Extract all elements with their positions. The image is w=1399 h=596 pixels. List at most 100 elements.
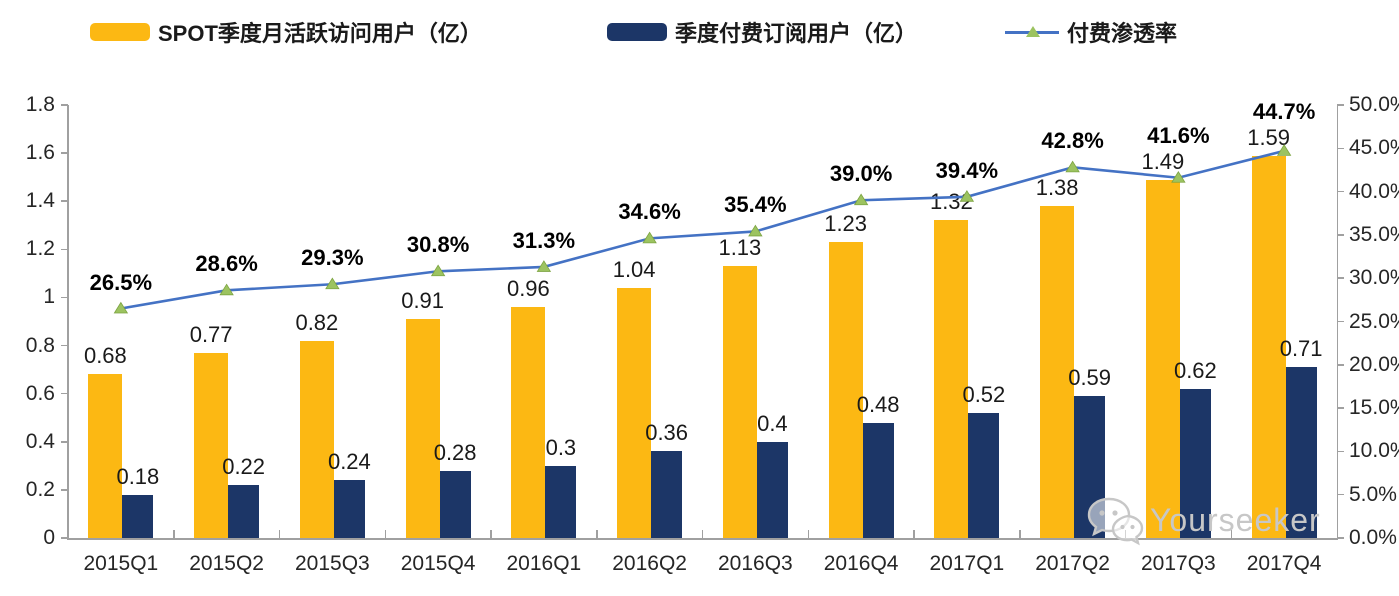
left-axis-tick — [61, 537, 68, 539]
line-point-label: 39.4% — [935, 157, 999, 183]
x-axis-label: 2016Q2 — [612, 552, 687, 575]
line-point-label: 30.8% — [406, 232, 470, 258]
triangle-marker-icon — [853, 193, 869, 206]
left-axis-tick — [61, 104, 68, 106]
x-axis-label: 2016Q4 — [823, 552, 899, 575]
right-axis-tick — [1337, 407, 1344, 409]
category-boundary-tick — [1230, 530, 1232, 538]
bar-mau — [722, 266, 757, 538]
bar-label-mau: 1.38 — [1035, 175, 1079, 201]
bar-mau — [828, 242, 863, 538]
left-axis-tick — [61, 152, 68, 154]
right-axis-tick-label: 10.0% — [1349, 439, 1399, 463]
line-point-label: 42.8% — [1041, 128, 1104, 154]
bar-label-mau: 0.68 — [83, 343, 127, 369]
bar-mau — [617, 287, 652, 538]
left-axis-tick — [61, 392, 68, 395]
right-axis-tick-label: 50.0% — [1349, 93, 1399, 116]
right-axis-tick-label: 15.0% — [1349, 396, 1399, 420]
bar-label-subscribers: 0.28 — [433, 439, 477, 465]
bar-mau — [511, 307, 546, 538]
bar-label-mau: 1.49 — [1141, 148, 1185, 174]
line-point-label: 44.7% — [1252, 98, 1316, 124]
x-axis-label: 2017Q3 — [1141, 552, 1216, 575]
left-axis-tick — [61, 296, 68, 299]
right-axis-tick-label: 30.0% — [1349, 266, 1399, 290]
legend-label-subscribers: 季度付费订阅用户（亿） — [675, 21, 918, 46]
right-axis-tick-label: 45.0% — [1349, 136, 1399, 160]
mau-bar-swatch-icon — [90, 23, 150, 41]
left-axis-tick — [61, 248, 68, 251]
bar-label-subscribers: 0.71 — [1279, 336, 1323, 362]
x-axis-label: 2016Q3 — [718, 552, 793, 575]
category-boundary-tick — [1019, 530, 1021, 538]
category-boundary-tick — [596, 530, 598, 538]
x-axis-label: 2016Q1 — [506, 552, 582, 575]
category-boundary-tick — [807, 530, 809, 538]
legend-label-mau: SPOT季度月活跃访问用户（亿） — [158, 21, 482, 46]
left-axis-tick-label: 0.6 — [25, 381, 55, 405]
bar-label-subscribers: 0.59 — [1068, 365, 1112, 391]
x-axis-label: 2015Q3 — [295, 552, 370, 575]
left-axis-tick-label: 1 — [43, 285, 55, 309]
bar-label-mau: 1.59 — [1247, 124, 1291, 150]
bar-subscribers — [756, 441, 788, 538]
line-point-label: 29.3% — [301, 245, 364, 271]
right-axis-tick — [1337, 320, 1344, 323]
category-boundary-tick — [490, 530, 492, 538]
left-axis-tick — [61, 200, 68, 202]
line-point-label: 34.6% — [618, 199, 681, 225]
x-axis-label: 2017Q2 — [1035, 552, 1110, 575]
right-axis-tick — [1337, 364, 1344, 366]
bar-mau — [405, 319, 440, 538]
bar-mau — [934, 220, 969, 538]
right-axis-tick-label: 35.0% — [1349, 222, 1399, 246]
line-point-label: 31.3% — [512, 227, 576, 253]
left-axis-tick — [61, 441, 68, 443]
right-axis-tick — [1337, 277, 1344, 279]
triangle-marker-icon — [1065, 160, 1080, 173]
right-axis-tick — [1337, 493, 1344, 496]
bar-label-mau: 0.82 — [295, 309, 339, 335]
line-point-label: 26.5% — [89, 269, 153, 295]
triangle-marker-icon — [113, 301, 129, 314]
bar-label-subscribers: 0.62 — [1173, 357, 1217, 383]
left-axis-tick — [61, 489, 68, 491]
bar-label-mau: 1.04 — [612, 256, 656, 282]
right-axis-tick — [1337, 147, 1344, 150]
bar-label-subscribers: 0.18 — [116, 463, 160, 489]
bar-label-mau: 1.13 — [718, 235, 762, 261]
bar-label-subscribers: 0.36 — [645, 420, 689, 446]
bar-mau — [194, 352, 229, 538]
right-axis-tick — [1337, 537, 1344, 539]
right-axis-tick — [1337, 104, 1344, 106]
bar-label-subscribers: 0.22 — [222, 454, 266, 480]
bottom-axis-line — [67, 538, 1338, 540]
left-axis-tick-label: 1.2 — [25, 237, 55, 261]
category-boundary-tick — [173, 530, 175, 538]
right-axis-tick-label: 25.0% — [1349, 309, 1399, 333]
bar-subscribers — [862, 422, 894, 538]
left-axis-tick — [61, 344, 68, 347]
legend-item-subscribers: 季度付费订阅用户（亿） — [607, 18, 917, 46]
penetration-line-swatch-icon — [1005, 23, 1059, 41]
triangle-marker-icon — [219, 283, 234, 296]
bar-subscribers — [1179, 388, 1211, 538]
right-axis-tick-label: 20.0% — [1349, 352, 1399, 376]
right-axis-tick-label: 40.0% — [1349, 179, 1399, 203]
legend-item-mau: SPOT季度月活跃访问用户（亿） — [90, 18, 482, 46]
x-axis-label: 2015Q2 — [189, 552, 264, 575]
category-boundary-tick — [913, 530, 915, 538]
right-axis-tick — [1337, 450, 1344, 453]
bar-label-subscribers: 0.24 — [327, 449, 371, 475]
x-axis-label: 2015Q4 — [400, 552, 476, 575]
subscribers-bar-swatch-icon — [607, 23, 667, 41]
legend-item-penetration: 付费渗透率 — [1005, 18, 1177, 46]
triangle-marker-icon — [536, 260, 552, 272]
right-axis-tick-label: 5.0% — [1349, 482, 1397, 506]
triangle-marker-icon — [325, 277, 340, 290]
legend-label-penetration: 付费渗透率 — [1067, 21, 1178, 46]
bar-subscribers — [651, 451, 683, 538]
left-axis-tick-label: 0.4 — [25, 429, 55, 453]
left-axis-tick-label: 0.8 — [25, 333, 55, 357]
